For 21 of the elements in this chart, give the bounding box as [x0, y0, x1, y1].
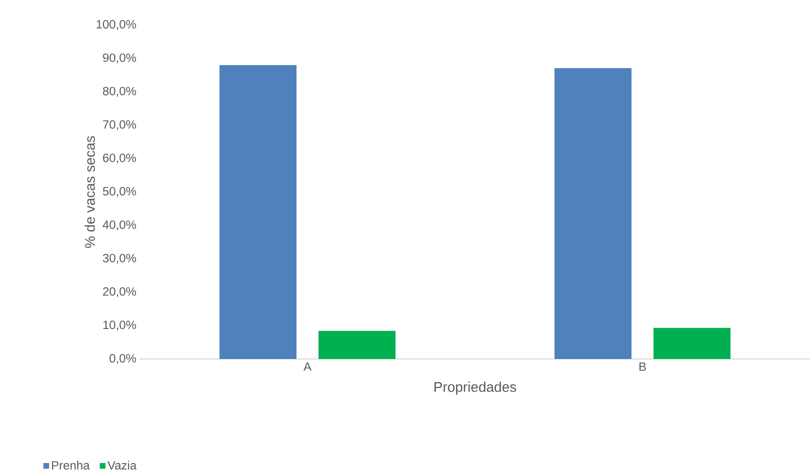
- x-axis-title: Propriedades: [434, 382, 516, 395]
- y-tick-label: 90,0%: [103, 53, 136, 64]
- legend-label: Prenha: [52, 460, 90, 470]
- bar: [654, 328, 730, 359]
- y-tick-label: 40,0%: [102, 220, 136, 230]
- y-tick-label: 60,0%: [103, 154, 136, 164]
- y-tick-label: 30,0%: [102, 254, 136, 264]
- y-tick-label: 70,0%: [103, 120, 136, 130]
- y-tick-label: 80,0%: [102, 86, 136, 97]
- x-tick-label: A: [304, 362, 312, 371]
- bar: [220, 65, 297, 359]
- bar: [318, 330, 396, 359]
- legend-label: Vazia: [108, 460, 137, 470]
- y-axis-title: % de vacas secas: [84, 136, 95, 248]
- y-tick-label: 20,0%: [103, 287, 136, 298]
- x-tick-label: B: [639, 362, 646, 371]
- y-tick-label: 100,0%: [96, 20, 136, 30]
- y-tick-label: 0,0%: [110, 354, 136, 364]
- y-tick-label: 10,0%: [103, 320, 136, 331]
- bar: [554, 68, 632, 359]
- y-tick-label: 50,0%: [102, 187, 136, 197]
